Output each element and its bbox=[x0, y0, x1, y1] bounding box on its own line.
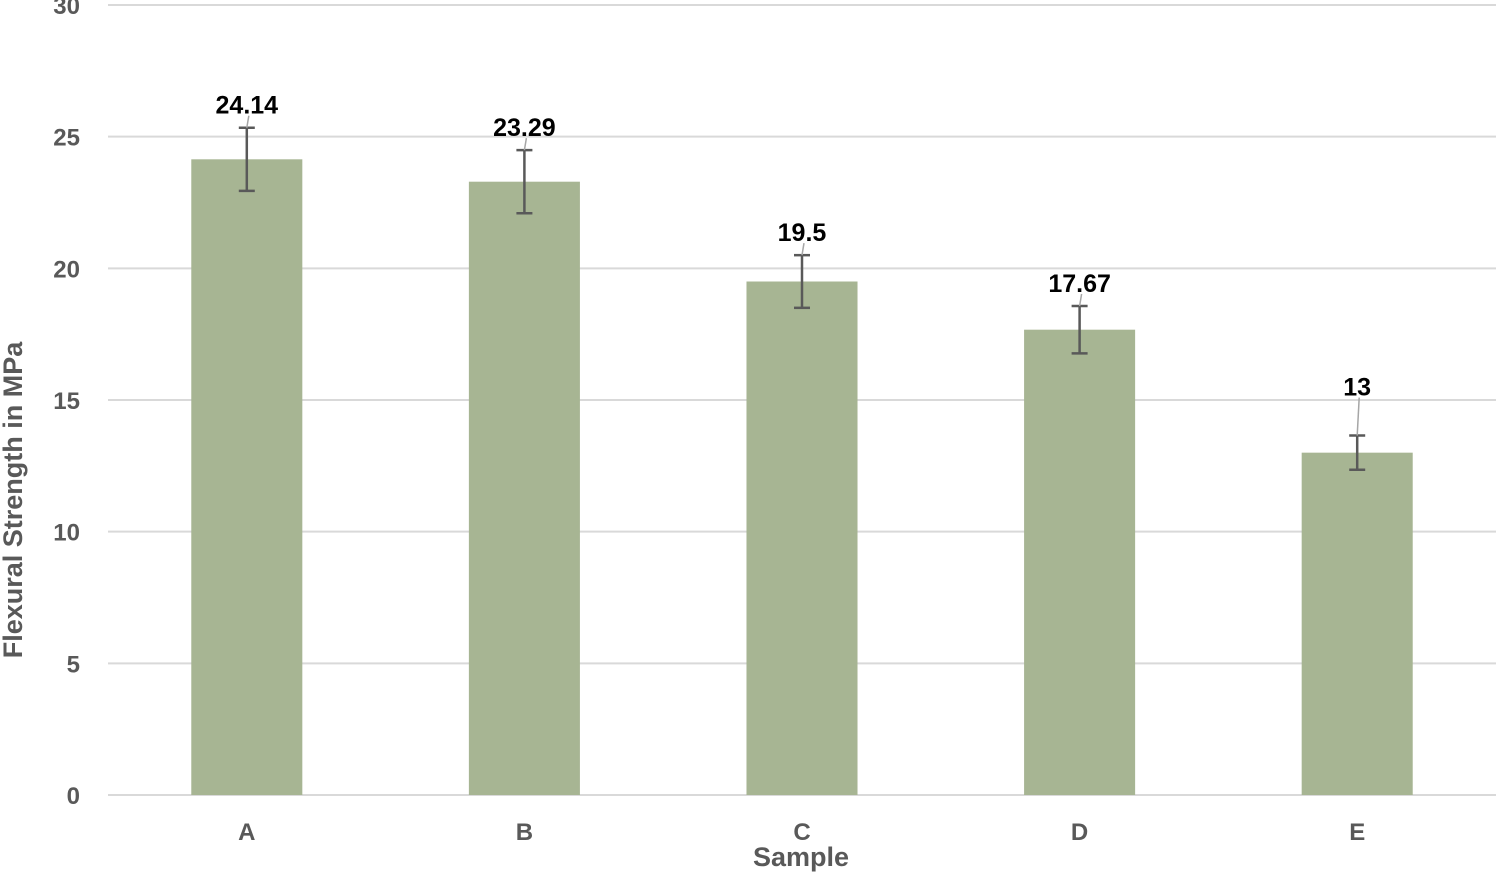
bar bbox=[1301, 452, 1413, 795]
data-label: 24.14 bbox=[216, 92, 279, 120]
x-axis-ticks: A B C D E bbox=[238, 819, 1365, 846]
label-leader-line bbox=[523, 137, 528, 151]
y-tick-label: 25 bbox=[53, 125, 80, 152]
label-leader-line bbox=[1356, 397, 1360, 436]
x-tick-label: D bbox=[1071, 819, 1088, 846]
data-labels: 24.14 23.29 19.5 17.67 13 bbox=[216, 92, 1372, 402]
y-tick-label: 30 bbox=[53, 0, 80, 20]
x-tick-label: B bbox=[516, 819, 533, 846]
bar bbox=[746, 281, 858, 795]
label-leader-line bbox=[801, 243, 805, 256]
bar bbox=[468, 181, 580, 796]
error-bars bbox=[238, 115, 1366, 472]
data-label: 17.67 bbox=[1048, 270, 1111, 298]
x-tick-label: C bbox=[793, 819, 810, 846]
x-tick-label: E bbox=[1349, 819, 1365, 846]
y-tick-label: 5 bbox=[67, 651, 80, 678]
x-axis-title: Sample bbox=[753, 842, 849, 872]
y-tick-label: 15 bbox=[53, 388, 80, 415]
y-tick-label: 0 bbox=[67, 783, 80, 810]
y-tick-label: 10 bbox=[53, 520, 80, 547]
bar bbox=[191, 159, 303, 795]
label-leader-line bbox=[1078, 293, 1083, 307]
bars bbox=[191, 159, 1413, 796]
data-label: 23.29 bbox=[493, 114, 556, 142]
y-axis-ticks: 0 5 10 15 20 25 30 bbox=[53, 0, 80, 810]
data-label: 19.5 bbox=[778, 219, 827, 247]
y-tick-label: 20 bbox=[53, 256, 80, 283]
x-tick-label: A bbox=[238, 819, 255, 846]
bar bbox=[1024, 329, 1136, 795]
data-label: 13 bbox=[1343, 374, 1371, 402]
label-leader-line bbox=[246, 115, 250, 128]
y-axis-title: Flexural Strength in MPa bbox=[0, 341, 28, 659]
